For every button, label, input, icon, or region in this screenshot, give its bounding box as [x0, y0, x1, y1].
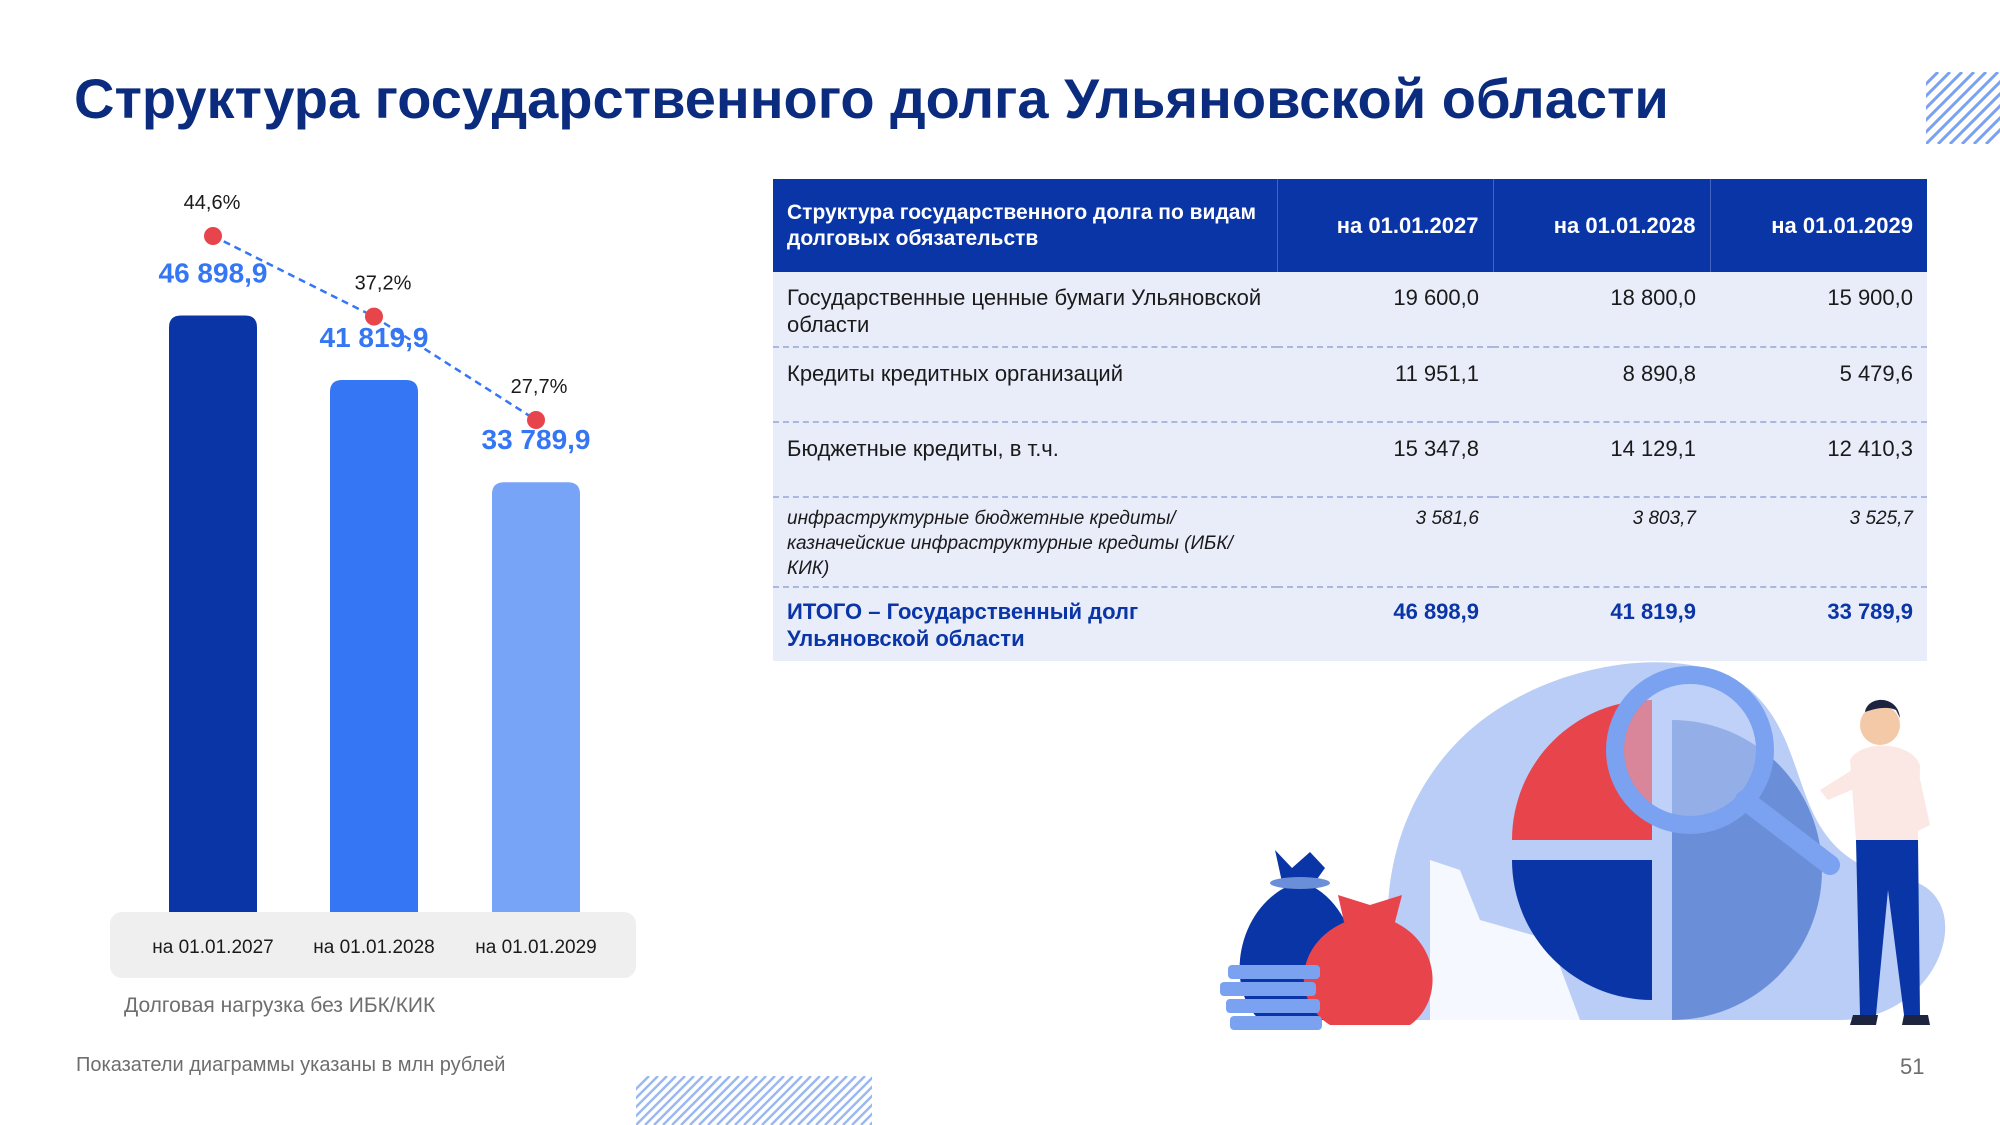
debt-structure-table: Структура государственного долга по вида… — [773, 179, 1927, 661]
debt-bar-chart: 46 898,9 41 819,9 33 789,9 на 01.01.2027 на… — [110, 192, 636, 978]
table-row: инфраструктурные бюджетные кредиты/казна… — [773, 497, 1927, 588]
cell-2028: 14 129,1 — [1493, 422, 1710, 498]
finance-illustration — [1220, 662, 1946, 1030]
table-total-row: ИТОГО – Государственный долг Ульяновской… — [773, 587, 1927, 661]
money-bags — [1220, 850, 1433, 1030]
line-series-legend: Долговая нагрузка без ИБК/КИК — [124, 994, 436, 1017]
cell-2028: 3 803,7 — [1493, 497, 1710, 588]
x-tick-label: на 01.01.2028 — [313, 937, 434, 958]
cell-2029: 12 410,3 — [1710, 422, 1927, 498]
trend-point — [204, 227, 222, 245]
cell-2028: 18 800,0 — [1493, 272, 1710, 348]
header-2029: на 01.01.2029 — [1710, 179, 1927, 272]
hatch-decoration-bottom — [636, 1076, 872, 1125]
row-label: инфраструктурные бюджетные кредиты/казна… — [773, 497, 1277, 588]
header-2028: на 01.01.2028 — [1493, 179, 1711, 272]
row-label: Государственные ценные бумаги Ульяновско… — [773, 272, 1277, 348]
cell-2028: 41 819,9 — [1493, 587, 1710, 661]
cell-2027: 15 347,8 — [1277, 422, 1493, 498]
cell-2027: 19 600,0 — [1277, 272, 1493, 348]
row-label: ИТОГО – Государственный долг Ульяновской… — [773, 587, 1277, 661]
row-label: Кредиты кредитных организаций — [773, 347, 1277, 423]
cell-2029: 5 479,6 — [1710, 347, 1927, 423]
x-axis-band — [110, 912, 636, 978]
table-row: Бюджетные кредиты, в т.ч. 15 347,8 14 12… — [773, 422, 1927, 498]
bar-value-label: 41 819,9 — [320, 322, 429, 353]
cell-2029: 15 900,0 — [1710, 272, 1927, 348]
row-label: Бюджетные кредиты, в т.ч. — [773, 422, 1277, 498]
cell-2027: 46 898,9 — [1277, 587, 1493, 661]
trend-point-label: 37,2% — [355, 273, 412, 295]
trend-point — [527, 411, 545, 429]
page-number: 51 — [1900, 1054, 1925, 1079]
footnote: Показатели диаграммы указаны в млн рубле… — [76, 1054, 506, 1076]
trend-point — [365, 307, 383, 326]
cell-2029: 33 789,9 — [1710, 587, 1927, 661]
cell-2029: 3 525,7 — [1710, 497, 1927, 588]
table-row: Кредиты кредитных организаций 11 951,1 8… — [773, 347, 1927, 423]
cell-2028: 8 890,8 — [1493, 347, 1710, 423]
header-2027: на 01.01.2027 — [1277, 179, 1494, 272]
page-title: Структура государственного долга Ульянов… — [74, 67, 1669, 130]
header-structure: Структура государственного долга по вида… — [773, 179, 1278, 272]
bar-0 — [169, 315, 257, 912]
cell-2027: 3 581,6 — [1277, 497, 1493, 588]
bar-value-label: 46 898,9 — [159, 257, 268, 288]
bar-value-label: 33 789,9 — [482, 424, 591, 455]
trend-point-label: 27,7% — [511, 376, 568, 398]
x-tick-label: на 01.01.2027 — [152, 937, 273, 958]
businessman-figure — [1820, 699, 1930, 1025]
table-header-row: Структура государственного долга по вида… — [773, 179, 1927, 272]
cell-2027: 11 951,1 — [1277, 347, 1493, 423]
trend-point-label: 44,6% — [184, 192, 241, 214]
bar-1 — [330, 380, 418, 912]
hatch-decoration-top — [1926, 72, 2000, 144]
table-row: Государственные ценные бумаги Ульяновско… — [773, 272, 1927, 348]
x-tick-label: на 01.01.2029 — [475, 937, 596, 958]
bar-2 — [492, 482, 580, 912]
